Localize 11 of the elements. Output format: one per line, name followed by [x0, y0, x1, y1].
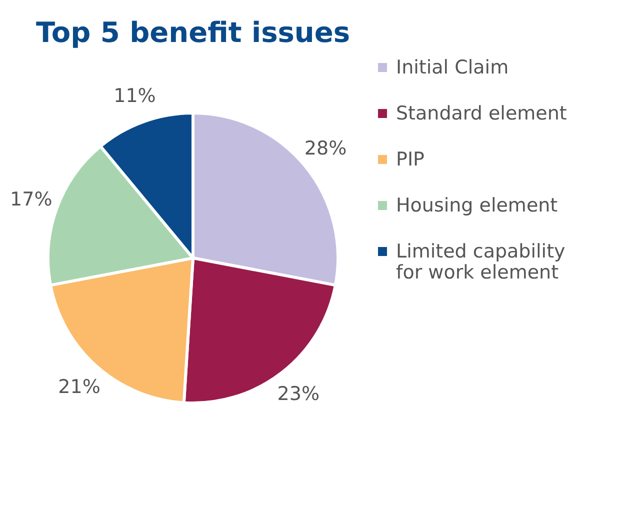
data-label: 17%: [10, 188, 52, 211]
chart-title: Top 5 benefit issues: [36, 16, 350, 49]
data-label: 11%: [114, 85, 156, 108]
data-label: 23%: [277, 382, 320, 405]
legend-label: PIP: [396, 148, 425, 170]
legend-label: Limited capability for work element: [396, 240, 566, 284]
legend-label: Standard element: [396, 102, 567, 124]
data-label: 28%: [304, 137, 347, 160]
legend-label: Housing element: [396, 194, 558, 216]
data-label: 21%: [58, 376, 100, 398]
legend-label: Initial Claim: [396, 56, 509, 78]
